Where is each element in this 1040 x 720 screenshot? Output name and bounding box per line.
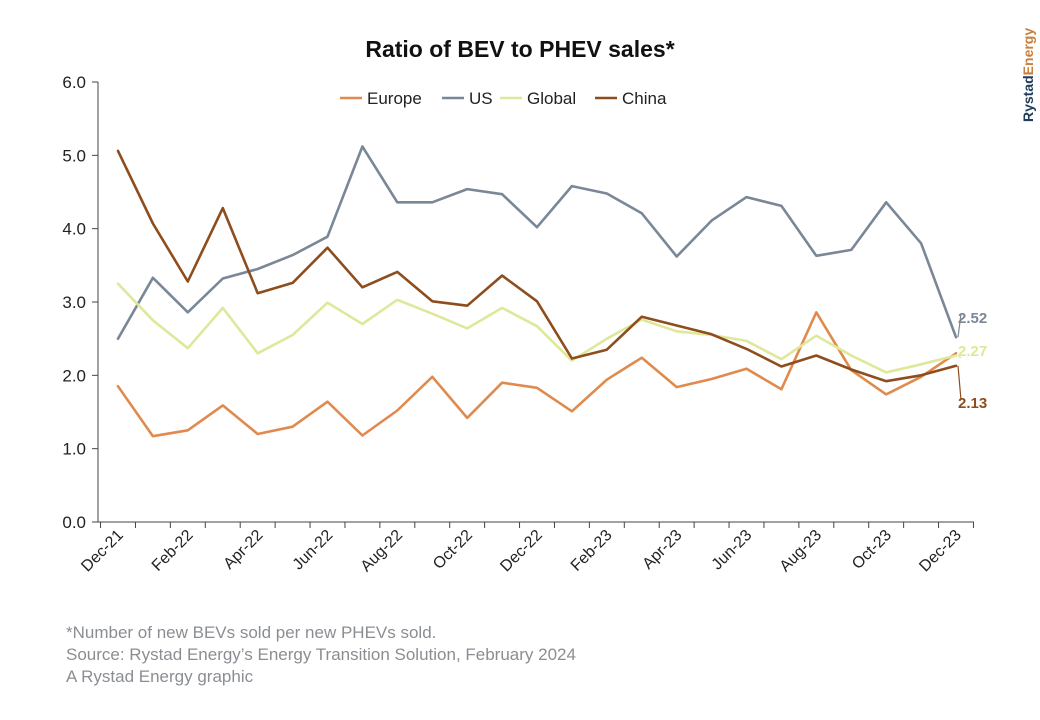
footnote-definition: *Number of new BEVs sold per new PHEVs s… [66,623,437,642]
x-tick-label: Feb-23 [568,527,616,575]
logo-text-energy: Energy [1020,28,1036,76]
end-label-us: 2.52 [958,310,987,327]
y-tick-label: 1.0 [62,440,86,459]
x-tick-label: Aug-23 [777,527,826,576]
end-label-china: 2.13 [958,395,987,412]
y-tick-label: 3.0 [62,293,86,312]
x-tick-label: Dec-21 [78,527,127,576]
y-tick-label: 2.0 [62,366,86,385]
x-tick-label: Jun-23 [709,527,756,574]
logo-text-rystad: Rystad [1020,75,1036,122]
legend-label-europe: Europe [367,89,422,108]
chart-title: Ratio of BEV to PHEV sales* [365,36,674,62]
footnote-credit: A Rystad Energy graphic [66,667,254,686]
end-value-labels: 2.52 2.27 2.13 [957,310,987,412]
end-label-leader-global [957,355,962,359]
y-tick-label: 4.0 [62,220,86,239]
legend-label-china: China [622,89,667,108]
series-line-global [116,282,958,374]
legend-label-global: Global [527,89,576,108]
y-tick-label: 5.0 [62,146,86,165]
x-tick-label: Dec-23 [916,527,965,576]
series-line-china [116,149,958,383]
x-tick-label: Oct-22 [430,527,476,573]
chart-legend: Europe US Global China [340,89,667,108]
x-tick-label: Feb-22 [149,527,197,575]
legend-label-us: US [469,89,493,108]
svg-text:RystadEnergy: RystadEnergy [1020,28,1036,122]
end-label-global: 2.27 [958,343,987,360]
series-line-europe [116,310,958,438]
chart-series [116,145,958,438]
x-tick-label: Apr-22 [221,527,267,573]
x-tick-label: Dec-22 [497,527,546,576]
footnote-source: Source: Rystad Energy’s Energy Transitio… [66,645,576,664]
chart-axes: 0.0 1.0 2.0 3.0 4.0 5.0 6.0 Dec-21 Feb-22 Apr-22 J… [62,73,974,575]
end-label-leader-china [957,365,962,401]
series-line-us [116,145,958,341]
x-tick-label: Aug-22 [358,527,407,576]
x-tick-label: Apr-23 [640,527,686,573]
x-tick-label: Oct-23 [849,527,895,573]
y-tick-label: 6.0 [62,73,86,92]
end-label-leader-us [957,313,962,338]
x-tick-label: Jun-22 [290,527,337,574]
footnote: *Number of new BEVs sold per new PHEVs s… [66,622,576,688]
rystad-energy-logo: RystadEnergy [1020,28,1036,122]
y-tick-label: 0.0 [62,513,86,532]
bev-phev-line-chart: Ratio of BEV to PHEV sales* Europe US Glob… [62,36,987,575]
